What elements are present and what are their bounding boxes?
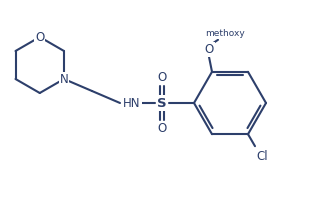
Text: methoxy: methoxy <box>205 29 245 38</box>
Text: O: O <box>204 43 214 56</box>
Text: O: O <box>157 123 167 135</box>
Text: Cl: Cl <box>256 150 268 163</box>
Text: N: N <box>60 73 68 85</box>
Text: O: O <box>157 70 167 84</box>
Text: HN: HN <box>123 96 141 110</box>
Text: O: O <box>35 31 44 43</box>
Text: S: S <box>157 96 167 110</box>
